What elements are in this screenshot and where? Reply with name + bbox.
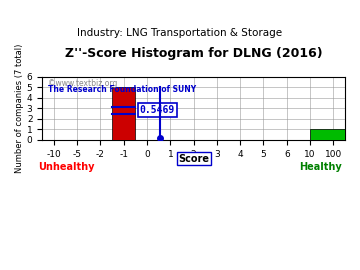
Text: Unhealthy: Unhealthy [38,162,95,172]
Text: The Research Foundation of SUNY: The Research Foundation of SUNY [48,85,197,94]
Bar [310,129,357,140]
Text: Healthy: Healthy [300,162,342,172]
Text: Score: Score [178,154,209,164]
Text: ©www.textbiz.org: ©www.textbiz.org [48,79,118,88]
Text: 0.5469: 0.5469 [140,106,175,116]
Text: Industry: LNG Transportation & Storage: Industry: LNG Transportation & Storage [77,28,283,38]
Bar [112,87,135,140]
Y-axis label: Number of companies (7 total): Number of companies (7 total) [15,44,24,173]
Title: Z''-Score Histogram for DLNG (2016): Z''-Score Histogram for DLNG (2016) [65,48,323,60]
